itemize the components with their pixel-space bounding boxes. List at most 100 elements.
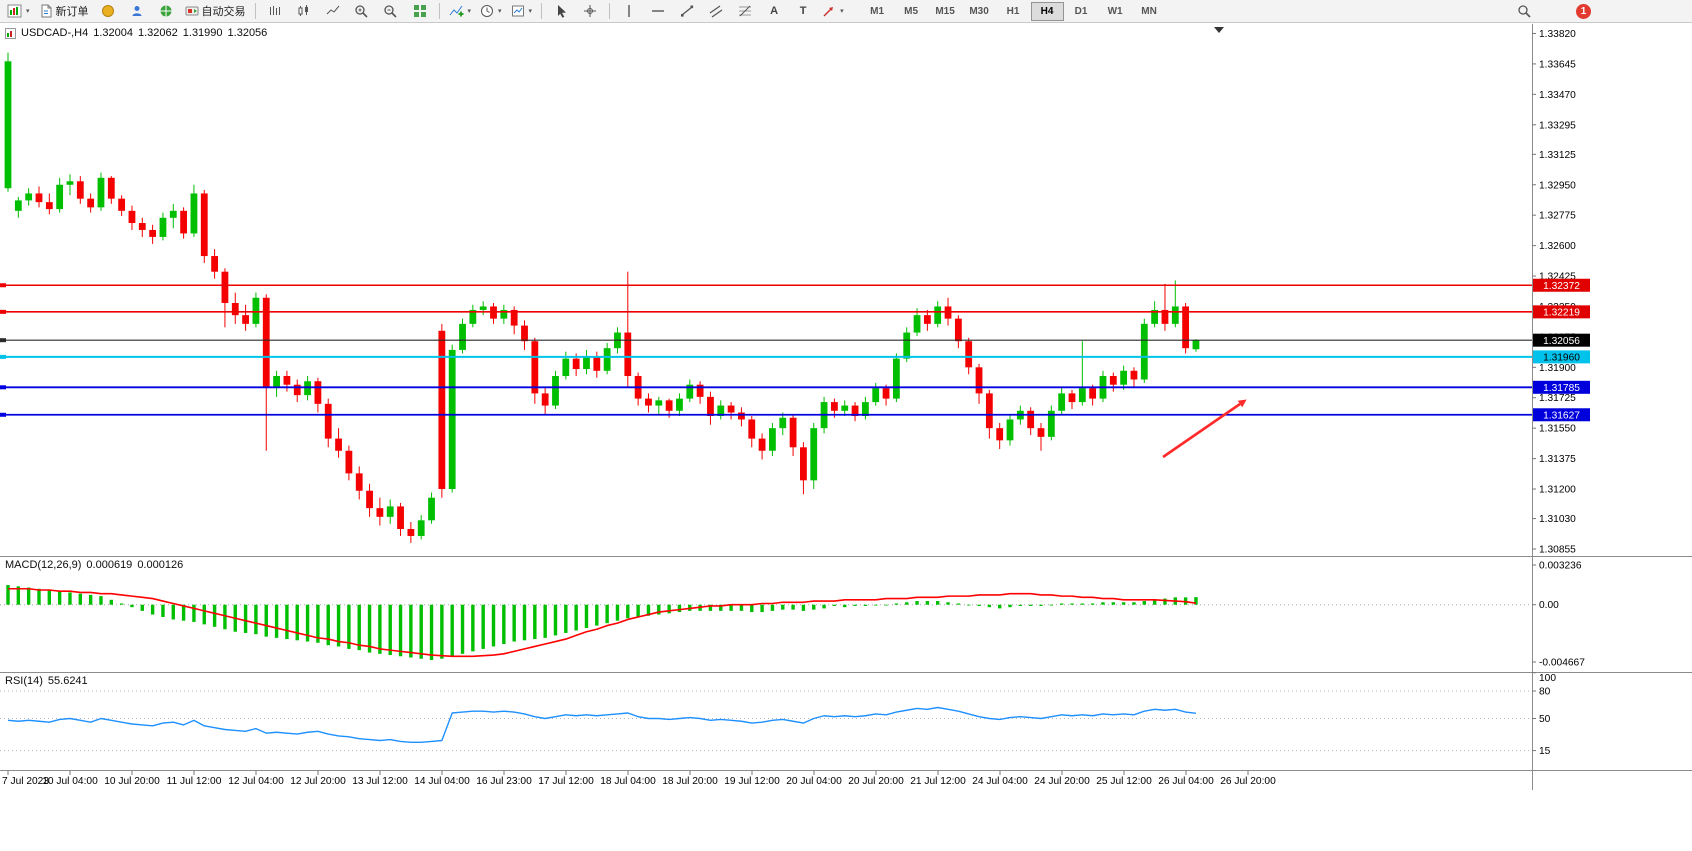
chart-header: USDCAD-,H4 1.32004 1.32062 1.31990 1.320… [5,27,267,39]
arrow-annotation[interactable] [1162,402,1241,459]
chevron-down-icon: ▾ [467,8,472,15]
timeframe-m15[interactable]: M15 [935,5,955,17]
timeframe-mn[interactable]: MN [1141,5,1157,17]
search-button[interactable] [1510,0,1538,22]
label-button[interactable]: T [789,0,817,22]
shapes-button[interactable]: ▾ [818,0,848,22]
toolbar-separator [541,3,543,19]
macd-axis-label: -0.004667 [1539,658,1585,669]
macd-bar [946,602,950,605]
text-button[interactable]: A [760,0,788,22]
bar-chart-icon [269,6,280,15]
scroll-position-marker[interactable] [1214,27,1224,33]
timeframe-m30[interactable]: M30 [969,5,989,17]
chart-canvas[interactable]: 1.33820 1.33645 1.33470 1.33295 1.33125 1.329… [0,23,1692,851]
candle-body [696,384,704,397]
fibonacci-icon [739,5,752,17]
cursor-button[interactable] [547,0,575,22]
channel-button[interactable] [702,0,730,22]
crosshair-button[interactable] [576,0,604,22]
timeframe-w1[interactable]: W1 [1107,5,1123,17]
time-axis-label[interactable]: 12 Jul 04:00 [228,776,284,787]
new-chart-icon [7,4,22,18]
tile-windows-button[interactable] [406,0,434,22]
macd-bar [243,604,248,633]
timeframe-h1[interactable]: H1 [1006,5,1020,17]
candle-body [231,302,239,316]
candlestick-chart-button[interactable] [290,0,318,22]
macd-bar [584,604,589,629]
bar-chart-button[interactable] [261,0,289,22]
time-axis-label[interactable]: 24 Jul 20:00 [1034,776,1090,787]
candle-body [676,398,683,411]
macd-bar [729,604,733,611]
market-button[interactable] [152,0,180,22]
time-axis-label[interactable]: 20 Jul 20:00 [848,776,904,787]
macd-bar [1080,603,1085,605]
line-chart-button[interactable] [319,0,347,22]
time-axis-label[interactable]: 24 Jul 04:00 [972,776,1028,787]
horizontal-line-button[interactable] [644,0,672,22]
macd-bar [285,604,289,640]
time-axis-label[interactable]: 26 Jul 20:00 [1220,776,1276,787]
indicators-button[interactable]: ▾ [445,0,476,22]
rsi-axis-label: 100 [1539,673,1556,684]
line-left-marker [0,354,6,359]
timeframe-m5[interactable]: M5 [904,5,919,17]
zoom-out-button[interactable] [377,0,405,22]
time-axis-label[interactable]: 20 Jul 04:00 [786,776,842,787]
templates-button[interactable]: ▾ [507,0,537,22]
time-axis-label[interactable]: 18 Jul 04:00 [600,776,656,787]
accounts-button[interactable] [123,0,151,22]
candle-body [769,428,776,451]
time-axis-label[interactable]: 26 Jul 04:00 [1158,776,1214,787]
time-axis-label[interactable]: 21 Jul 12:00 [910,776,966,787]
notification-badge[interactable]: 1 [1576,3,1591,19]
macd-bar [409,604,413,658]
macd-bar [1132,602,1136,605]
new-chart-button[interactable]: ▾ [3,0,34,22]
new-order-button[interactable]: 新订单 [35,0,93,22]
candle-body [1140,323,1148,380]
periods-button[interactable]: ▾ [476,0,506,22]
price-axis-tick-label: 1.32775 [1539,211,1576,222]
auto-trading-label: 自动交易 [201,6,246,18]
trendline-button[interactable] [673,0,701,22]
time-axis-label[interactable]: 25 Jul 12:00 [1096,776,1152,787]
macd-bar [636,604,640,617]
time-axis-label[interactable]: 11 Jul 12:00 [167,776,222,787]
time-axis-label[interactable]: 18 Jul 20:00 [662,776,718,787]
candle-body [1068,393,1076,403]
indicators-icon [449,5,464,17]
template-icon [511,5,524,17]
price-tag-label: 1.31785 [1543,383,1580,394]
auto-trading-button[interactable]: 自动交易 [181,0,250,22]
time-axis-label[interactable]: 17 Jul 12:00 [538,776,594,787]
fibonacci-button[interactable] [731,0,759,22]
chevron-down-icon: ▾ [26,8,30,15]
vertical-line-button[interactable] [615,0,643,22]
time-axis-label[interactable]: 13 Jul 12:00 [352,776,408,787]
time-axis-label[interactable]: 10 Jul 04:00 [42,776,98,787]
time-axis-label[interactable]: 19 Jul 12:00 [724,776,780,787]
macd-bar [884,604,888,606]
time-axis-label[interactable]: 7 Jul 2023 [2,776,49,787]
candle-body [903,332,911,359]
timeframe-m1[interactable]: M1 [870,5,885,17]
candle-body [954,318,962,342]
candle-body [1006,419,1014,441]
timeframe-d1[interactable]: D1 [1074,5,1088,17]
zoom-in-button[interactable] [348,0,376,22]
macd-bar [626,604,630,619]
price-axis-tick-label: 1.31725 [1539,393,1576,404]
candle-body [1058,393,1066,411]
time-axis-label[interactable]: 10 Jul 20:00 [104,776,160,787]
candlesticks[interactable] [4,52,1200,543]
candle-body [562,358,570,377]
time-axis-label[interactable]: 16 Jul 23:00 [476,776,532,787]
time-axis-label[interactable]: 14 Jul 04:00 [414,776,470,787]
macd-bar [130,604,134,608]
mql5-community-button[interactable] [94,0,122,22]
timeframe-h4[interactable]: H4 [1030,1,1064,21]
time-axis-label[interactable]: 12 Jul 20:00 [290,776,346,787]
